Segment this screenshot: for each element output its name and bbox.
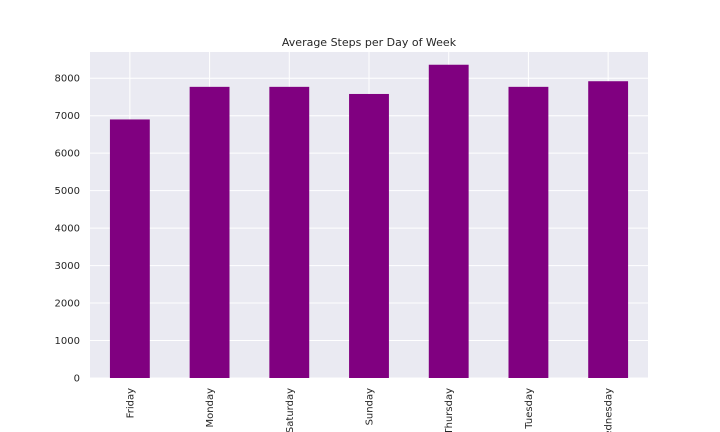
x-tick-label: Tuesday <box>524 388 535 430</box>
y-tick-label: 0 <box>74 374 80 385</box>
y-tick-label: 8000 <box>55 74 80 85</box>
y-tick-label: 3000 <box>55 261 80 272</box>
chart-title: Average Steps per Day of Week <box>282 36 457 49</box>
x-tick-label: Sunday <box>365 388 376 425</box>
y-tick-label: 5000 <box>55 186 80 197</box>
bar-tuesday <box>508 86 549 379</box>
x-axis-ticks: Friday Monday Saturday Sunday Thursday Tuesda… <box>125 388 614 432</box>
y-tick-label: 1000 <box>55 336 80 347</box>
bars <box>109 64 629 379</box>
y-tick-label: 2000 <box>55 299 80 310</box>
y-tick-label: 7000 <box>55 111 80 122</box>
x-tick-label: Thursday <box>444 388 455 432</box>
y-tick-label: 4000 <box>55 224 80 235</box>
x-tick-label: Wednesday <box>604 388 615 432</box>
bar-friday <box>109 119 150 378</box>
y-tick-label: 6000 <box>55 149 80 160</box>
x-tick-label: Monday <box>205 388 216 428</box>
bar-sunday <box>349 93 389 378</box>
x-tick-label: Saturday <box>285 388 296 432</box>
y-axis-ticks: 0 1000 2000 3000 4000 5000 6000 7000 8000 <box>55 74 80 385</box>
x-tick-label: Friday <box>125 388 136 418</box>
bar-thursday <box>428 64 469 378</box>
bar-saturday <box>269 86 310 379</box>
bar-monday <box>189 86 230 379</box>
bar-wednesday <box>588 81 629 378</box>
